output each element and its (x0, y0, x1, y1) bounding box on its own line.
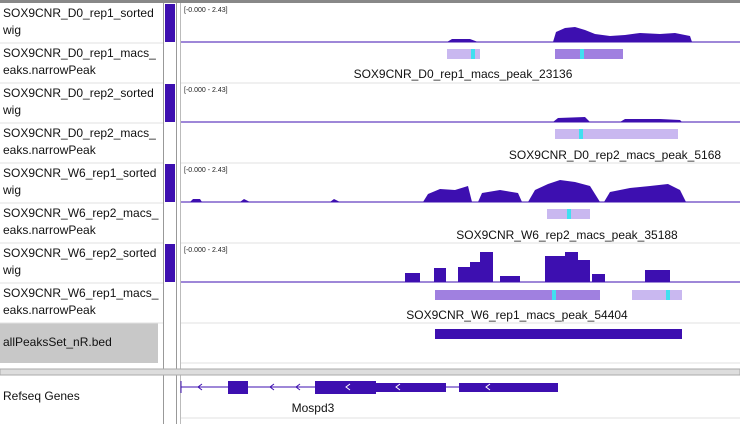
track-name[interactable]: SOX9CNR_W6_rep1_sorted (3, 166, 156, 180)
track-name[interactable]: SOX9CNR_D0_rep1_macs_ (3, 46, 156, 60)
track-name[interactable]: SOX9CNR_W6_rep1_macs_ (3, 286, 159, 300)
track-name[interactable]: SOX9CNR_D0_rep2_macs_ (3, 126, 156, 140)
track-name[interactable]: Refseq Genes (3, 389, 80, 403)
feature-label: SOX9CNR_D0_rep2_macs_peak_5168 (509, 148, 721, 162)
track-name[interactable]: wig (2, 103, 21, 117)
attribute-cell (165, 164, 175, 202)
track-name[interactable]: SOX9CNR_W6_rep2_sorted (3, 246, 156, 260)
gene-label: Mospd3 (292, 401, 335, 415)
track-name[interactable]: wig (2, 183, 21, 197)
track-name[interactable]: eaks.narrowPeak (3, 223, 97, 237)
panel-splitter[interactable] (0, 368, 740, 376)
data-range: [-0.000 - 2.43] (184, 167, 228, 174)
attribute-cell (165, 244, 175, 282)
data-range: [-0.000 - 2.43] (184, 7, 228, 14)
data-range: [-0.000 - 2.43] (184, 87, 228, 94)
attribute-cell (165, 84, 175, 122)
data-range: [-0.000 - 2.43] (184, 247, 228, 254)
panel-divider (180, 3, 181, 424)
selected-track-name[interactable] (0, 323, 158, 363)
feature-label: SOX9CNR_W6_rep2_macs_peak_35188 (456, 228, 678, 242)
panel-divider (163, 3, 164, 424)
gene-model (180, 381, 558, 394)
track-name[interactable]: allPeaksSet_nR.bed (3, 335, 112, 349)
top-border (0, 0, 740, 3)
track-name[interactable]: wig (2, 23, 21, 37)
track-name[interactable]: SOX9CNR_D0_rep1_sorted (3, 6, 154, 20)
track-name[interactable]: SOX9CNR_W6_rep2_macs_ (3, 206, 159, 220)
track-separators (0, 42, 740, 419)
feature-label: SOX9CNR_D0_rep1_macs_peak_23136 (354, 67, 573, 81)
track-name[interactable]: eaks.narrowPeak (3, 303, 97, 317)
track-name[interactable]: SOX9CNR_D0_rep2_sorted (3, 86, 154, 100)
track-name[interactable]: eaks.narrowPeak (3, 143, 97, 157)
wig-signal (181, 27, 740, 283)
track-name[interactable]: wig (2, 263, 21, 277)
panel-divider (176, 3, 177, 424)
feature-label: SOX9CNR_W6_rep1_macs_peak_54404 (406, 308, 628, 322)
attribute-cell (165, 4, 175, 42)
track-name[interactable]: eaks.narrowPeak (3, 63, 97, 77)
peak-features (435, 49, 682, 339)
